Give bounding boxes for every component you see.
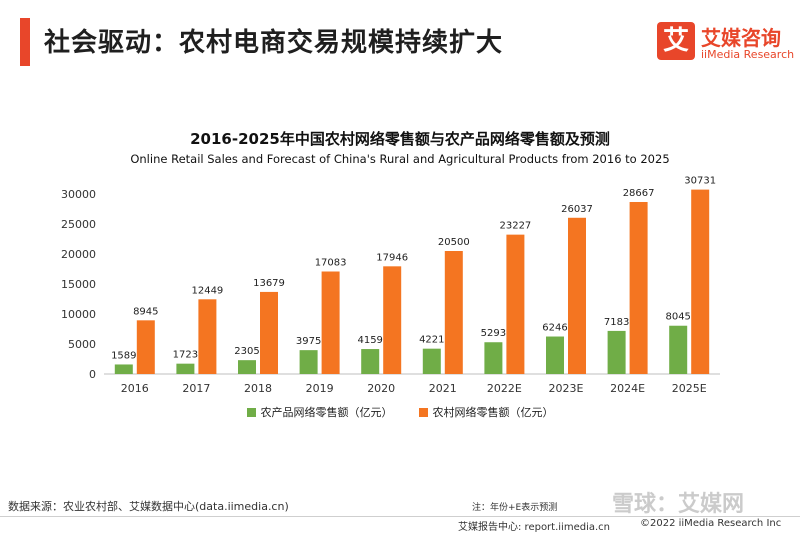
y-tick-label: 0 [89,368,96,381]
data-label-agricultural: 3975 [296,336,321,347]
bar-rural [198,299,217,374]
data-label-agricultural: 5293 [481,328,506,339]
y-tick-label: 25000 [61,218,96,231]
y-tick-label: 20000 [61,248,96,261]
legend-label-rural: 农村网络零售额（亿元） [432,406,554,419]
bar-rural [444,251,463,374]
bar-agricultural [422,348,441,374]
data-label-agricultural: 1723 [173,350,198,361]
x-tick-label: 2023E [549,382,584,395]
bar-agricultural [484,342,503,374]
copyright: ©2022 iiMedia Research Inc [640,518,782,529]
x-tick-label: 2020 [367,382,395,395]
legend-item-rural: 农村网络零售额（亿元） [418,404,554,420]
bar-agricultural [546,336,564,374]
logo-name-cn: 艾媒咨询 [701,26,781,50]
data-label-rural: 30731 [684,176,716,187]
watermark: 雪球：艾媒网 [612,492,745,517]
legend-label-agricultural: 农产品网络零售额（亿元） [260,406,393,419]
data-label-rural: 26037 [561,204,593,215]
report-center-link[interactable]: 艾媒报告中心: report.iimedia.cn [458,522,610,533]
data-label-agricultural: 6246 [542,323,567,334]
data-label-rural: 23227 [499,221,531,232]
bar-agricultural [114,364,133,374]
page-title: 社会驱动：农村电商交易规模持续扩大 [44,28,504,58]
bar-rural [506,234,525,374]
footer-divider [0,516,800,517]
bar-agricultural [669,325,688,374]
legend-swatch-orange [418,407,428,417]
data-label-agricultural: 7183 [604,317,629,328]
y-tick-label: 15000 [61,278,96,291]
y-tick-label: 5000 [68,338,96,351]
data-label-agricultural: 8045 [665,312,690,323]
bar-rural [568,217,586,374]
data-label-rural: 12449 [191,285,223,296]
x-tick-label: 2016 [121,382,149,395]
forecast-note: 注：年份+E表示预测 [472,503,558,513]
data-label-rural: 20500 [438,237,470,248]
bar-rural [136,320,155,374]
legend-swatch-green [246,407,256,417]
chart-legend: 农产品网络零售额（亿元） 农村网络零售额（亿元） [0,404,800,420]
y-tick-label: 10000 [61,308,96,321]
chart-subtitle: Online Retail Sales and Forecast of Chin… [130,152,670,166]
data-label-rural: 17083 [315,258,347,269]
logo-name-en: iiMedia Research [701,48,795,61]
legend-item-agricultural: 农产品网络零售额（亿元） [246,404,393,420]
bar-agricultural [607,330,626,374]
x-tick-label: 2018 [244,382,272,395]
data-label-agricultural: 4159 [357,335,382,346]
x-tick-label: 2019 [306,382,334,395]
logo-icon: 艾 [657,22,695,60]
data-label-rural: 8945 [133,306,158,317]
brand-logo: 艾 艾媒咨询 iiMedia Research [657,22,794,66]
data-label-agricultural: 2305 [234,346,259,357]
bar-rural [260,291,278,374]
bar-agricultural [176,363,195,374]
data-label-rural: 28667 [623,188,655,199]
bar-rural [629,201,648,374]
bar-rural [691,189,710,374]
data-label-agricultural: 1589 [111,350,136,361]
data-label-agricultural: 4221 [419,335,444,346]
bar-agricultural [238,360,256,374]
title-accent-bar [20,18,30,66]
bar-rural [321,271,340,374]
x-tick-label: 2024E [610,382,645,395]
bar-agricultural [361,349,380,374]
chart-title: 2016-2025年中国农村网络零售额与农产品网络零售额及预测 [190,130,610,148]
data-source: 数据来源：农业农村部、艾媒数据中心(data.iimedia.cn) [8,500,289,513]
x-tick-label: 2025E [672,382,707,395]
y-tick-label: 30000 [61,188,96,201]
bar-rural [383,266,402,374]
bar-agricultural [299,350,318,374]
data-label-rural: 17946 [376,252,408,263]
x-tick-label: 2021 [429,382,457,395]
data-label-rural: 13679 [253,278,285,289]
x-tick-label: 2022E [487,382,522,395]
x-tick-label: 2017 [182,382,210,395]
